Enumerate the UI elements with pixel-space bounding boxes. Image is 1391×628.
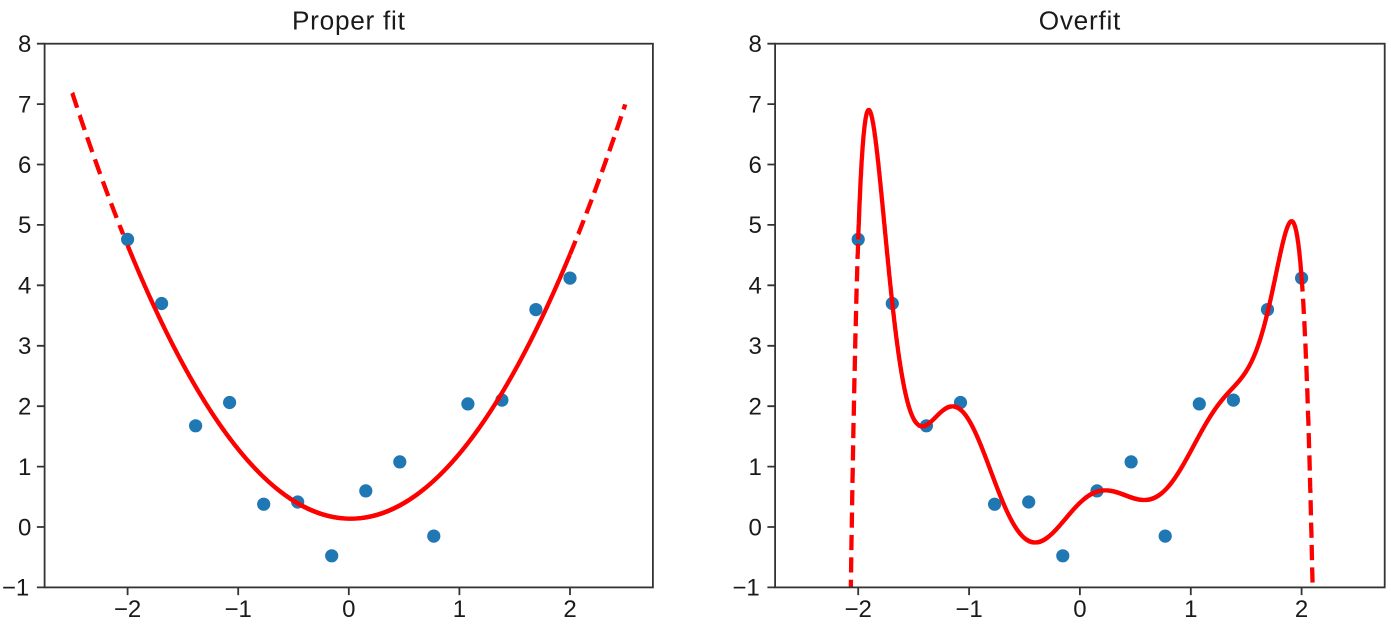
svg-text:Proper fit: Proper fit xyxy=(292,6,406,36)
svg-text:7: 7 xyxy=(749,91,762,118)
svg-text:Overfit: Overfit xyxy=(1039,6,1121,36)
svg-text:5: 5 xyxy=(749,212,762,239)
svg-text:−1: −1 xyxy=(225,596,252,623)
svg-text:0: 0 xyxy=(18,514,31,541)
svg-text:2: 2 xyxy=(749,394,762,421)
svg-text:7: 7 xyxy=(18,91,31,118)
svg-text:6: 6 xyxy=(18,152,31,179)
svg-text:−1: −1 xyxy=(732,575,759,602)
svg-text:0: 0 xyxy=(1073,596,1086,623)
svg-text:2: 2 xyxy=(18,394,31,421)
svg-text:−2: −2 xyxy=(845,596,872,623)
svg-text:3: 3 xyxy=(18,333,31,360)
svg-text:1: 1 xyxy=(1184,596,1197,623)
svg-text:6: 6 xyxy=(749,152,762,179)
svg-text:−1: −1 xyxy=(2,575,29,602)
svg-text:1: 1 xyxy=(749,454,762,481)
svg-text:−2: −2 xyxy=(114,596,141,623)
svg-text:2: 2 xyxy=(563,596,576,623)
svg-text:8: 8 xyxy=(18,31,31,58)
svg-text:4: 4 xyxy=(749,273,762,300)
svg-text:3: 3 xyxy=(749,333,762,360)
svg-text:8: 8 xyxy=(749,31,762,58)
svg-text:4: 4 xyxy=(18,273,31,300)
svg-text:1: 1 xyxy=(453,596,466,623)
svg-text:0: 0 xyxy=(342,596,355,623)
svg-text:5: 5 xyxy=(18,212,31,239)
svg-text:0: 0 xyxy=(749,514,762,541)
svg-text:1: 1 xyxy=(18,454,31,481)
svg-text:−1: −1 xyxy=(955,596,982,623)
svg-text:2: 2 xyxy=(1295,596,1308,623)
